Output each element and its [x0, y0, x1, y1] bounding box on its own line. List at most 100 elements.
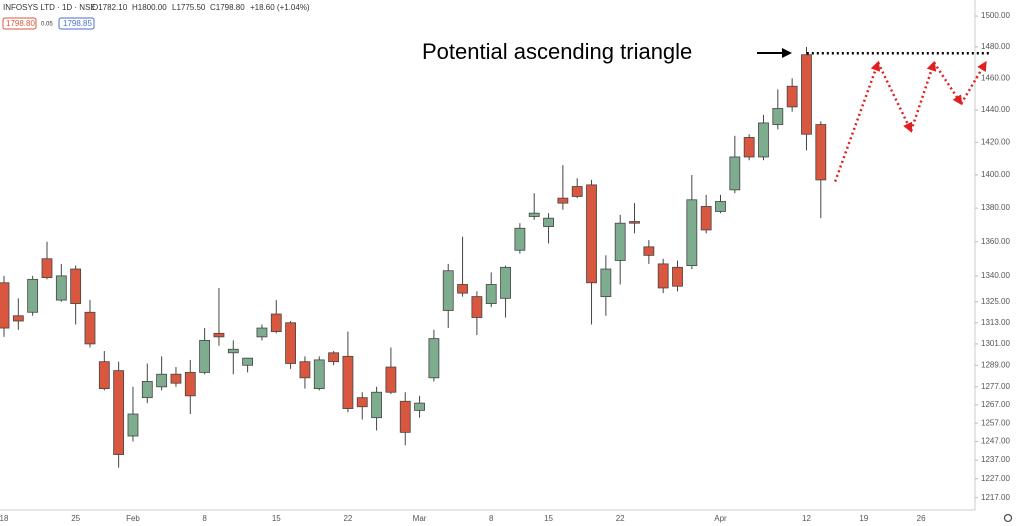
x-tick-label: 25	[71, 514, 80, 523]
spread: 0.05	[41, 22, 53, 28]
y-tick-label: 1380.00	[981, 203, 1010, 212]
body	[12, 315, 24, 322]
symbol: INFOSYS LTD · 1D · NSE	[3, 3, 96, 12]
body	[471, 296, 483, 318]
body	[715, 201, 726, 212]
body	[27, 278, 39, 313]
body	[557, 197, 569, 204]
x-tick-label: 19	[859, 514, 868, 523]
projection-segment	[833, 60, 881, 183]
body	[657, 263, 669, 289]
body	[643, 246, 655, 256]
bid-box	[2, 17, 37, 30]
y-tick-label: 1227.00	[981, 474, 1010, 483]
projection-segment	[932, 61, 963, 106]
ohlc-open: O1782.10	[92, 3, 128, 12]
ohlc-change: +18.60 (+1.04%)	[250, 3, 310, 12]
body	[586, 184, 597, 284]
y-tick-label: 1340.00	[981, 271, 1010, 280]
x-tick-label: Mar	[413, 514, 427, 523]
y-tick-label: 1480.00	[981, 42, 1010, 51]
projection-segment	[960, 60, 987, 105]
body	[500, 266, 511, 299]
body	[371, 391, 382, 419]
x-tick-label: 12	[802, 514, 811, 523]
y-tick-label: 1247.00	[981, 437, 1010, 446]
bid: 1798.80	[6, 19, 35, 28]
body	[356, 397, 368, 408]
body	[786, 85, 798, 108]
y-tick-label: 1360.00	[981, 237, 1010, 246]
body	[141, 381, 153, 399]
body	[743, 137, 755, 158]
body	[41, 258, 53, 279]
settings-icon[interactable]	[1003, 513, 1013, 523]
x-tick-label: 26	[917, 514, 926, 523]
y-tick-label: 1460.00	[981, 73, 1010, 82]
x-tick-label: 8	[202, 514, 207, 523]
body	[184, 372, 196, 397]
x-tick-label: 22	[616, 514, 625, 523]
body	[156, 373, 168, 388]
body	[801, 54, 812, 135]
body	[758, 122, 769, 158]
body	[285, 322, 297, 364]
body	[342, 355, 354, 409]
body	[299, 361, 311, 379]
y-tick-label: 1237.00	[981, 455, 1010, 464]
annotation: Potential ascending triangle	[422, 39, 692, 64]
body	[686, 199, 698, 266]
x-tick-label: 18	[0, 514, 9, 523]
y-tick-label: 1277.00	[981, 382, 1010, 391]
body	[70, 268, 82, 304]
ohlc-low: L1775.50	[172, 3, 206, 12]
body	[170, 373, 182, 384]
body	[571, 186, 583, 197]
body	[442, 270, 454, 311]
body	[629, 221, 640, 224]
body	[385, 366, 397, 393]
y-tick-label: 1400.00	[981, 170, 1010, 179]
body	[600, 268, 612, 298]
body	[399, 400, 411, 433]
projection-segment	[909, 60, 937, 132]
ohlc-high: H1800.00	[132, 3, 167, 12]
y-tick-label: 1325.00	[981, 297, 1010, 306]
y-tick-label: 1217.00	[981, 493, 1010, 502]
x-tick-label: 22	[343, 514, 352, 523]
x-tick-label: 8	[489, 514, 494, 523]
y-tick-label: 1500.00	[981, 11, 1010, 20]
body	[213, 332, 225, 338]
body	[55, 275, 67, 301]
body	[729, 156, 741, 191]
x-tick-label: 15	[272, 514, 281, 523]
body	[485, 284, 497, 304]
projection-segment	[877, 62, 913, 133]
body	[772, 108, 784, 125]
body	[270, 313, 282, 332]
body	[313, 359, 325, 390]
y-tick-label: 1313.00	[981, 318, 1010, 327]
y-tick-label: 1301.00	[981, 339, 1010, 348]
x-tick-label: Feb	[126, 514, 140, 523]
body	[528, 212, 540, 217]
body	[414, 402, 425, 411]
ohlc-close: C1798.80	[210, 3, 245, 12]
body	[614, 222, 626, 261]
body	[84, 311, 96, 345]
body	[328, 352, 339, 363]
body	[227, 348, 239, 354]
body	[672, 266, 683, 287]
body	[0, 282, 10, 329]
body	[815, 124, 827, 181]
ask: 1798.85	[63, 19, 92, 28]
body	[113, 370, 125, 455]
y-tick-label: 1289.00	[981, 360, 1010, 369]
ask-box	[58, 17, 95, 30]
x-tick-label: 15	[544, 514, 553, 523]
body	[127, 413, 139, 437]
body	[457, 284, 468, 294]
y-tick-label: 1267.00	[981, 400, 1010, 409]
body	[256, 327, 268, 338]
